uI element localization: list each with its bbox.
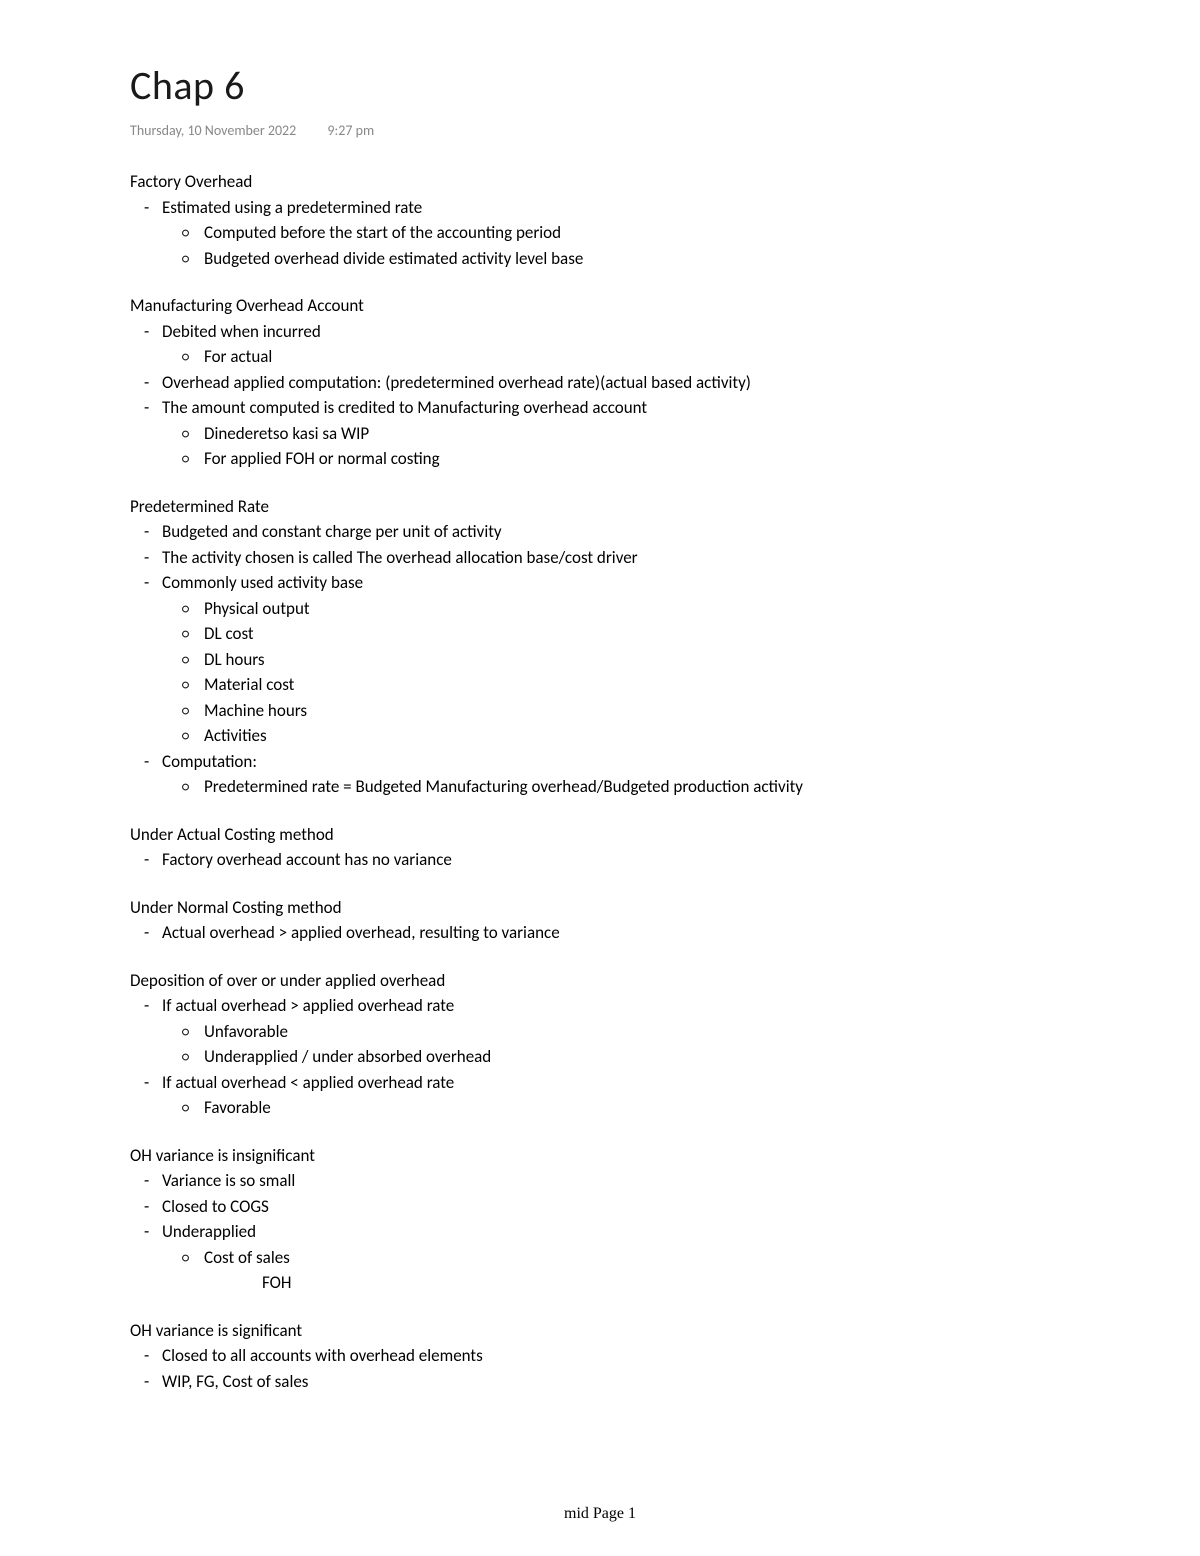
- list-item: The amount computed is credited to Manuf…: [162, 395, 1070, 472]
- section-heading: OH variance is insignificant: [130, 1143, 1070, 1169]
- list-item: Variance is so small: [162, 1168, 1070, 1194]
- sub-list-item: Unfavorable: [204, 1019, 1070, 1045]
- sub-list-item: Physical output: [204, 596, 1070, 622]
- note-content: Factory OverheadEstimated using a predet…: [130, 169, 1070, 1394]
- sub-list-item: DL hours: [204, 647, 1070, 673]
- sub-list-item: For actual: [204, 344, 1070, 370]
- sub-bullet-list: Computed before the start of the account…: [162, 220, 1070, 271]
- section-heading: Predetermined Rate: [130, 494, 1070, 520]
- sub-bullet-list: Favorable: [162, 1095, 1070, 1121]
- bullet-list: Estimated using a predetermined rateComp…: [130, 195, 1070, 272]
- page-meta: Thursday, 10 November 2022 9:27 pm: [130, 120, 1070, 141]
- sub-bullet-list: Predetermined rate = Budgeted Manufactur…: [162, 774, 1070, 800]
- section-heading: Manufacturing Overhead Account: [130, 293, 1070, 319]
- list-item: Closed to COGS: [162, 1194, 1070, 1220]
- sub-list-item: Computed before the start of the account…: [204, 220, 1070, 246]
- list-item: Actual overhead > applied overhead, resu…: [162, 920, 1070, 946]
- sub-list-item: Material cost: [204, 672, 1070, 698]
- sub-bullet-list: For actual: [162, 344, 1070, 370]
- list-item: The activity chosen is called The overhe…: [162, 545, 1070, 571]
- section-heading: Deposition of over or under applied over…: [130, 968, 1070, 994]
- section-heading: Factory Overhead: [130, 169, 1070, 195]
- sub-list-item: Predetermined rate = Budgeted Manufactur…: [204, 774, 1070, 800]
- meta-date: Thursday, 10 November 2022: [130, 122, 296, 139]
- list-item: If actual overhead < applied overhead ra…: [162, 1070, 1070, 1121]
- sub-bullet-list: Dinederetso kasi sa WIPFor applied FOH o…: [162, 421, 1070, 472]
- sub-list-item: Budgeted overhead divide estimated activ…: [204, 246, 1070, 272]
- list-item: Computation:Predetermined rate = Budgete…: [162, 749, 1070, 800]
- page-title: Chap 6: [130, 56, 1070, 116]
- list-item: Factory overhead account has no variance: [162, 847, 1070, 873]
- sub-list-item: Activities: [204, 723, 1070, 749]
- list-item: If actual overhead > applied overhead ra…: [162, 993, 1070, 1070]
- sub-list-item: Underapplied / under absorbed overhead: [204, 1044, 1070, 1070]
- list-item: Overhead applied computation: (predeterm…: [162, 370, 1070, 396]
- bullet-list: Debited when incurredFor actualOverhead …: [130, 319, 1070, 472]
- bullet-list: Budgeted and constant charge per unit of…: [130, 519, 1070, 800]
- bullet-list: Factory overhead account has no variance: [130, 847, 1070, 873]
- section-heading: Under Normal Costing method: [130, 895, 1070, 921]
- sub-list-item: Cost of sales: [204, 1245, 1070, 1271]
- list-item: Debited when incurredFor actual: [162, 319, 1070, 370]
- meta-time: 9:27 pm: [327, 122, 374, 139]
- bullet-list: Closed to all accounts with overhead ele…: [130, 1343, 1070, 1394]
- sub-list-item: For applied FOH or normal costing: [204, 446, 1070, 472]
- sub-bullet-list: UnfavorableUnderapplied / under absorbed…: [162, 1019, 1070, 1070]
- list-item: Commonly used activity basePhysical outp…: [162, 570, 1070, 749]
- section-heading: OH variance is significant: [130, 1318, 1070, 1344]
- list-item: Closed to all accounts with overhead ele…: [162, 1343, 1070, 1369]
- sub-list-item: Favorable: [204, 1095, 1070, 1121]
- bullet-list: If actual overhead > applied overhead ra…: [130, 993, 1070, 1121]
- sub-list-item: Dinederetso kasi sa WIP: [204, 421, 1070, 447]
- sub-list-item: Machine hours: [204, 698, 1070, 724]
- section-heading: Under Actual Costing method: [130, 822, 1070, 848]
- page-footer: mid Page 1: [0, 1502, 1200, 1526]
- sub-bullet-list: Physical outputDL costDL hoursMaterial c…: [162, 596, 1070, 749]
- sub-list-item: DL cost: [204, 621, 1070, 647]
- bullet-list: Actual overhead > applied overhead, resu…: [130, 920, 1070, 946]
- sub-bullet-list: Cost of sales: [162, 1245, 1070, 1271]
- list-item: Budgeted and constant charge per unit of…: [162, 519, 1070, 545]
- bullet-list: Variance is so smallClosed to COGSUndera…: [130, 1168, 1070, 1296]
- list-item: WIP, FG, Cost of sales: [162, 1369, 1070, 1395]
- indented-text: FOH: [162, 1270, 1070, 1296]
- list-item: UnderappliedCost of salesFOH: [162, 1219, 1070, 1296]
- list-item: Estimated using a predetermined rateComp…: [162, 195, 1070, 272]
